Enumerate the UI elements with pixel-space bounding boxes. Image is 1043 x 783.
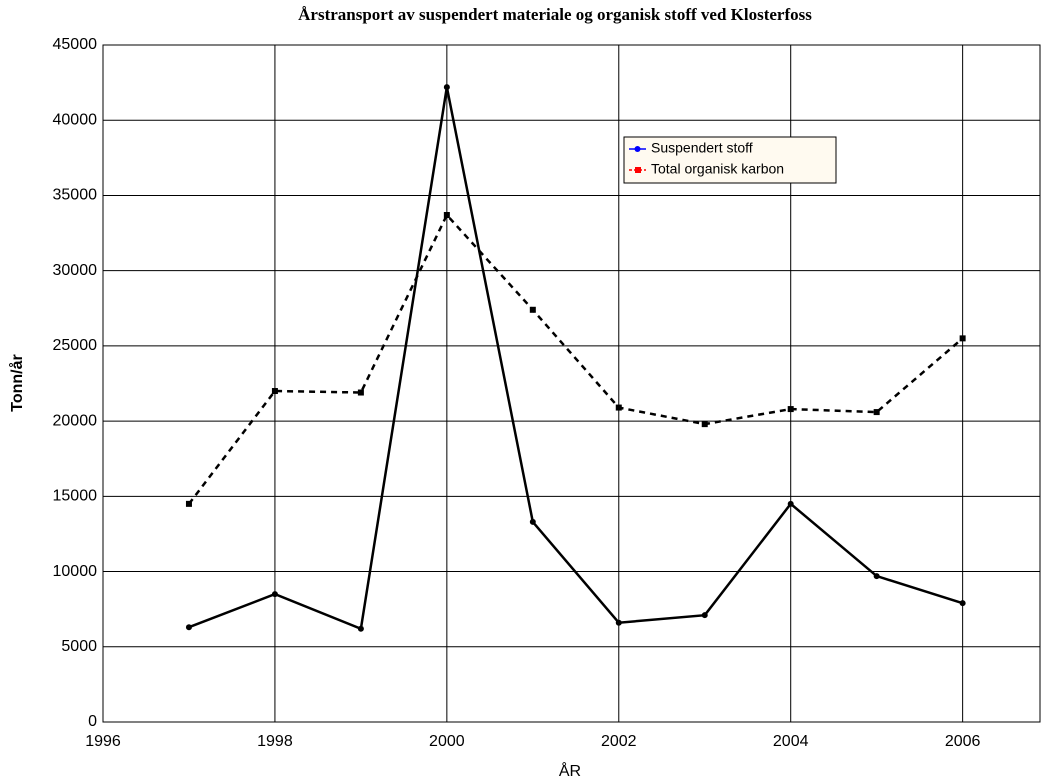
data-point <box>701 612 708 619</box>
x-tick-label: 2002 <box>601 733 637 750</box>
data-point <box>185 624 192 631</box>
x-tick-label: 1996 <box>85 733 121 750</box>
x-tick-label: 1998 <box>257 733 293 750</box>
data-point <box>873 409 880 416</box>
legend-box <box>623 136 837 184</box>
data-point <box>357 625 364 632</box>
y-tick-label: 25000 <box>53 337 98 354</box>
data-point <box>443 84 450 91</box>
y-tick-label: 5000 <box>61 638 97 655</box>
data-point <box>615 404 622 411</box>
y-tick-label: 15000 <box>53 488 98 505</box>
plot-area <box>102 44 1041 723</box>
series-line <box>188 86 964 631</box>
data-point <box>615 619 622 626</box>
data-point <box>529 518 536 525</box>
legend-label: Suspendert stoff <box>651 140 753 156</box>
series-line <box>187 212 964 505</box>
data-point <box>959 335 966 342</box>
legend-label: Total organisk karbon <box>651 161 784 177</box>
legend-marker <box>635 167 641 173</box>
data-point <box>701 421 708 428</box>
y-tick-label: 10000 <box>53 563 98 580</box>
y-tick-label: 35000 <box>53 187 98 204</box>
x-tick-label: 2004 <box>773 733 809 750</box>
y-tick-label: 20000 <box>53 412 98 429</box>
y-tick-label: 45000 <box>53 36 98 53</box>
y-tick-label: 40000 <box>53 111 98 128</box>
legend-marker <box>634 146 641 152</box>
data-point <box>271 388 278 395</box>
data-point <box>787 500 794 507</box>
x-axis-label: ÅR <box>559 761 581 780</box>
data-point <box>357 389 364 396</box>
data-point <box>271 591 278 598</box>
x-tick-label: 2006 <box>945 733 981 750</box>
chart-title: Årstransport av suspendert materiale og … <box>298 5 812 24</box>
x-tick-label: 2000 <box>429 733 465 750</box>
data-point <box>443 212 450 219</box>
data-point <box>185 500 192 507</box>
y-tick-label: 30000 <box>53 262 98 279</box>
data-point <box>787 406 794 413</box>
data-point <box>529 306 536 313</box>
y-axis-label: Tonn/år <box>8 354 26 411</box>
data-point <box>959 600 966 607</box>
y-tick-label: 0 <box>88 713 97 730</box>
data-point <box>873 573 880 580</box>
